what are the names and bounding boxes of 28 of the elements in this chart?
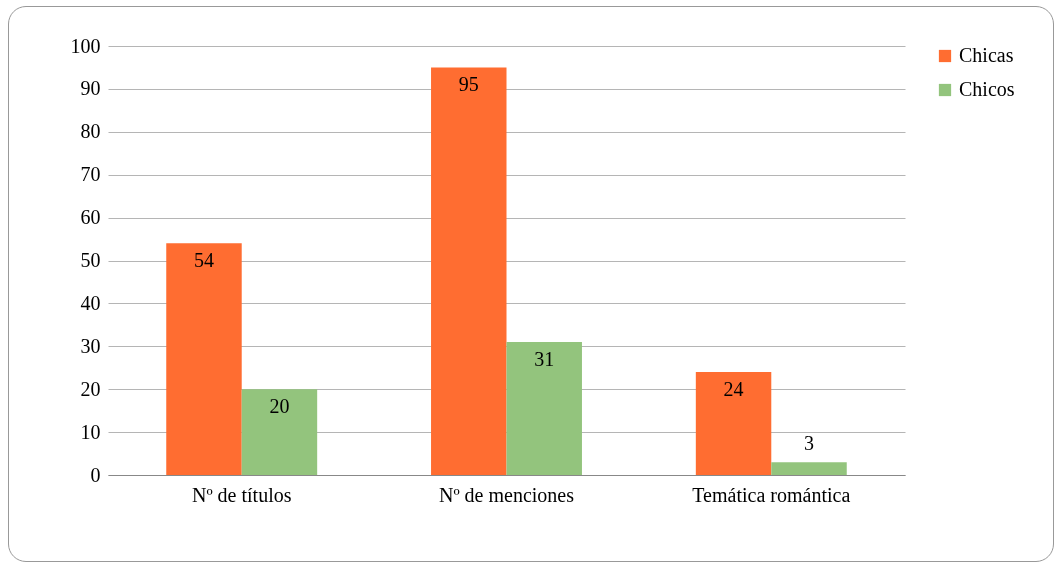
data-label: 95 [458,73,479,96]
y-tick-label: 80 [80,120,101,143]
y-tick-label: 90 [80,77,101,100]
bar [241,389,318,475]
data-label: 20 [269,395,290,418]
y-tick-label: 50 [80,249,101,271]
data-label: 31 [534,348,555,371]
data-label: 54 [193,249,214,272]
y-tick-label: 10 [80,420,101,443]
x-tick-label: Temática romántica [692,483,851,506]
bar [506,342,582,475]
y-tick-label: 30 [80,334,101,357]
legend-label: Chicos [959,78,1015,100]
bar [166,243,242,475]
y-tick-label: 70 [80,163,101,186]
data-label: 3 [804,432,815,455]
data-label: 24 [723,378,744,401]
bar [771,462,847,475]
bar [431,67,507,475]
bar [695,372,772,475]
y-tick-label: 20 [80,377,101,400]
legend-label: Chicas [959,44,1014,66]
x-tick-label: Nº de títulos [191,483,292,506]
x-tick-label: Nº de menciones [438,483,575,506]
y-tick-label: 100 [70,34,101,57]
y-tick-label: 40 [80,291,101,314]
y-tick-label: 0 [90,463,101,486]
y-tick-label: 60 [80,206,101,229]
